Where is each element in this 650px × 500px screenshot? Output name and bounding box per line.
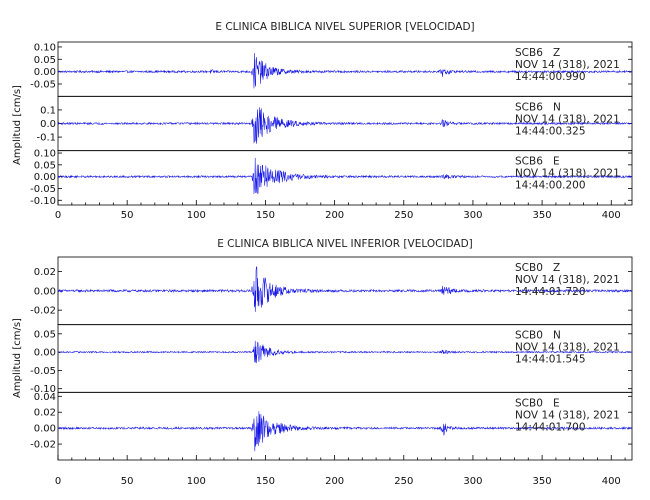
x-tick-label: 300 — [463, 210, 482, 221]
y-tick-label: -0.10 — [30, 196, 56, 207]
y-tick-label: 0.05 — [34, 329, 56, 340]
chart-title: E CLINICA BIBLICA NIVEL INFERIOR [VELOCI… — [217, 238, 473, 250]
y-axis-label: Amplitud [cm/s] — [12, 318, 23, 398]
record-date: NOV 14 (318), 2021 — [515, 113, 620, 125]
y-tick-label: 0.00 — [34, 172, 56, 183]
x-tick-label: 300 — [463, 476, 482, 487]
waveform-line — [57, 157, 633, 195]
component-code: N — [553, 330, 561, 342]
x-tick-label: 200 — [325, 210, 344, 221]
station-code: SCB0 — [515, 330, 543, 342]
x-tick-label: 0 — [55, 210, 61, 221]
x-tick-label: 350 — [533, 476, 552, 487]
record-time: 14:44:01.545 — [515, 354, 586, 366]
x-tick-label: 100 — [187, 476, 206, 487]
y-tick-label: 0.10 — [34, 42, 56, 53]
y-tick-label: 0.0 — [40, 119, 56, 130]
record-date: NOV 14 (318), 2021 — [515, 168, 620, 180]
x-tick-label: 100 — [187, 210, 206, 221]
station-code: SCB6 — [515, 47, 543, 59]
x-tick-label: 150 — [256, 476, 275, 487]
station-code: SCB6 — [515, 156, 543, 168]
component-code: Z — [553, 262, 560, 274]
y-tick-label: 0.05 — [34, 160, 56, 171]
y-tick-label: 0.02 — [34, 408, 56, 419]
waveform-line — [57, 411, 633, 452]
y-tick-label: -0.05 — [30, 184, 56, 195]
record-date: NOV 14 (318), 2021 — [515, 409, 620, 421]
y-tick-label: 0.02 — [34, 267, 56, 278]
waveform-line — [57, 52, 633, 89]
x-tick-label: 250 — [394, 476, 413, 487]
x-tick-label: 400 — [602, 476, 621, 487]
y-tick-label: 0.00 — [34, 348, 56, 359]
y-tick-label: -0.05 — [30, 79, 56, 90]
y-tick-label: 0.00 — [34, 424, 56, 435]
record-time: 14:44:00.200 — [515, 180, 586, 192]
y-tick-label: 0.1 — [40, 105, 56, 116]
record-date: NOV 14 (318), 2021 — [515, 342, 620, 354]
x-tick-label: 50 — [121, 210, 134, 221]
trace-frame — [57, 391, 633, 461]
x-tick-label: 400 — [602, 210, 621, 221]
y-tick-label: -0.1 — [36, 133, 56, 144]
waveform-line — [57, 266, 633, 312]
station-code: SCB0 — [515, 262, 543, 274]
station-code: SCB6 — [515, 101, 543, 113]
record-date: NOV 14 (318), 2021 — [515, 59, 620, 71]
chart-panel-1: E CLINICA BIBLICA NIVEL SUPERIOR [VELOCI… — [12, 21, 633, 221]
y-tick-label: -0.02 — [30, 440, 56, 451]
y-tick-label: 0.04 — [34, 392, 56, 403]
y-tick-label: -0.05 — [30, 366, 56, 377]
y-axis-label: Amplitud [cm/s] — [12, 85, 23, 165]
y-tick-label: 0.00 — [34, 67, 56, 78]
y-tick-label: 0.00 — [34, 286, 56, 297]
chart-panel-2: E CLINICA BIBLICA NIVEL INFERIOR [VELOCI… — [12, 238, 633, 487]
component-code: E — [553, 156, 560, 168]
y-tick-label: 0.05 — [34, 55, 56, 66]
x-tick-label: 50 — [121, 476, 134, 487]
record-time: 14:44:00.990 — [515, 71, 586, 83]
x-tick-label: 150 — [256, 210, 275, 221]
station-code: SCB0 — [515, 397, 543, 409]
x-tick-label: 200 — [325, 476, 344, 487]
trace-frame — [57, 150, 633, 206]
y-tick-label: -0.10 — [30, 384, 56, 395]
record-time: 14:44:00.325 — [515, 125, 586, 137]
x-tick-label: 350 — [533, 210, 552, 221]
component-code: E — [553, 397, 560, 409]
record-date: NOV 14 (318), 2021 — [515, 274, 620, 286]
waveform-line — [57, 107, 633, 144]
y-tick-label: -0.02 — [30, 306, 56, 317]
chart-title: E CLINICA BIBLICA NIVEL SUPERIOR [VELOCI… — [215, 21, 474, 33]
component-code: N — [553, 101, 561, 113]
x-tick-label: 0 — [55, 476, 61, 487]
component-code: Z — [553, 47, 560, 59]
y-tick-label: 0.10 — [34, 149, 56, 160]
x-tick-label: 250 — [394, 210, 413, 221]
record-time: 14:44:01.700 — [515, 421, 586, 433]
record-time: 14:44:01.720 — [515, 286, 586, 298]
waveform-line — [57, 340, 633, 364]
